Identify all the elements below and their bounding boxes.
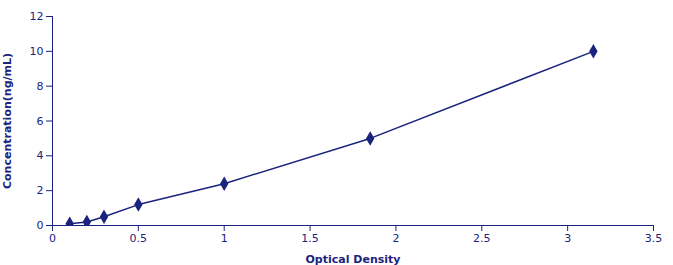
svg-text:6: 6 — [37, 115, 44, 128]
svg-text:Optical Density: Optical Density — [306, 253, 401, 265]
svg-text:4: 4 — [37, 149, 44, 162]
svg-text:3: 3 — [564, 232, 571, 245]
svg-text:12: 12 — [30, 10, 44, 23]
svg-text:2: 2 — [392, 232, 399, 245]
svg-text:1: 1 — [221, 232, 228, 245]
svg-text:2: 2 — [37, 184, 44, 197]
svg-text:1.5: 1.5 — [301, 232, 319, 245]
svg-text:0.5: 0.5 — [130, 232, 148, 245]
svg-text:0: 0 — [37, 219, 44, 232]
svg-text:Concentration(ng/mL): Concentration(ng/mL) — [1, 53, 14, 189]
svg-text:2.5: 2.5 — [473, 232, 491, 245]
svg-text:3.5: 3.5 — [645, 232, 663, 245]
svg-text:10: 10 — [30, 45, 44, 58]
svg-text:8: 8 — [37, 80, 44, 93]
svg-text:0: 0 — [49, 232, 56, 245]
